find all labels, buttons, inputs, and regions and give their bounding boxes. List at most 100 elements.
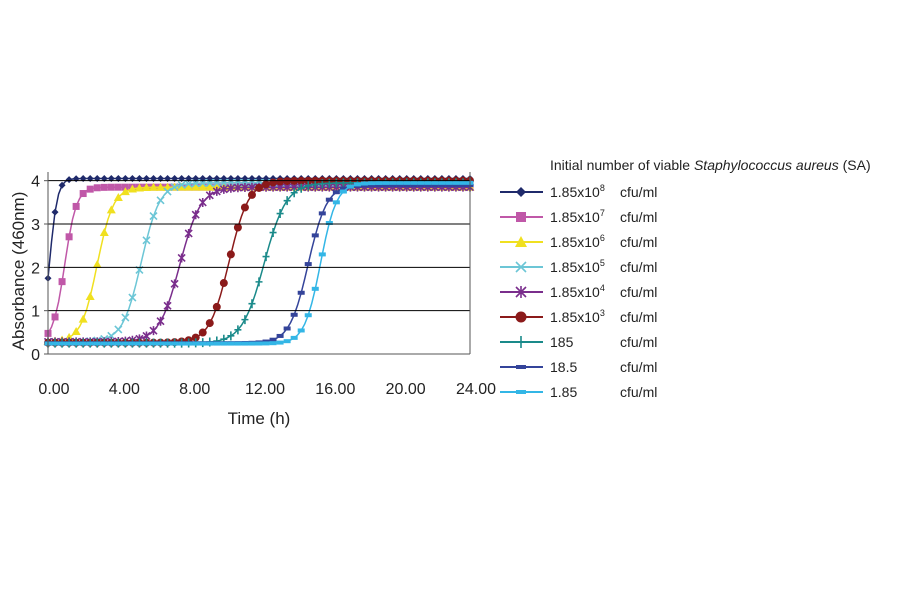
legend-entry-1: 1.85x108 cfu/ml	[500, 183, 657, 200]
legend-unit: cfu/ml	[620, 234, 657, 250]
legend-entry-2: 1.85x107 cfu/ml	[500, 208, 657, 225]
marker-circle	[205, 319, 214, 328]
marker-dash	[516, 390, 526, 394]
marker-square	[93, 184, 101, 192]
marker-dash	[410, 183, 418, 188]
marker-dash	[459, 183, 467, 188]
y-tick-label: 2	[31, 260, 40, 277]
legend-label: 1.85x108	[550, 183, 605, 200]
marker-dash	[199, 341, 207, 346]
marker-star	[163, 301, 172, 311]
marker-dash	[353, 182, 361, 187]
marker-x	[170, 182, 179, 192]
legend-entry-5: 1.85x104 cfu/ml	[500, 283, 657, 300]
legend-label: 1.85x105	[550, 258, 605, 275]
marker-star	[247, 182, 257, 192]
marker-square	[51, 313, 59, 321]
marker-plus	[255, 277, 263, 287]
marker-dash	[403, 180, 411, 185]
marker-dash	[318, 252, 326, 257]
marker-dash	[403, 183, 411, 188]
marker-dash	[368, 181, 376, 186]
marker-circle	[233, 223, 242, 232]
marker-dash	[213, 341, 221, 346]
y-tick-label: 3	[31, 217, 40, 234]
legend-label-base: 1.85x10	[550, 259, 600, 275]
marker-star	[198, 197, 207, 207]
marker-dash	[438, 183, 446, 188]
marker-dash	[424, 180, 432, 185]
marker-triangle	[515, 236, 527, 247]
x-tick-label: 12.00	[245, 381, 285, 398]
marker-dash	[178, 341, 186, 346]
marker-circle	[191, 333, 200, 342]
marker-plus	[304, 181, 312, 191]
x-tick-label: 16.00	[315, 381, 355, 398]
legend-title-italic: Staphylococcus aureus	[694, 157, 839, 173]
legend-entry-4: 1.85x105 cfu/ml	[500, 258, 657, 275]
series-8	[44, 183, 474, 346]
legend-label-base: 1.85x10	[550, 284, 600, 300]
marker-dash	[114, 341, 122, 346]
marker-dash	[431, 180, 439, 185]
x-tick-label: 8.00	[179, 381, 210, 398]
marker-square	[58, 278, 66, 286]
marker-plus	[297, 183, 305, 193]
legend-entry-8: 18.5 cfu/ml	[500, 359, 657, 375]
marker-dash	[382, 183, 390, 188]
marker-dash	[304, 262, 312, 267]
marker-diamond	[516, 187, 526, 197]
marker-triangle	[191, 182, 201, 191]
marker-dash	[157, 341, 165, 346]
marker-dash	[424, 183, 432, 188]
series-5	[43, 182, 475, 347]
marker-dash	[361, 181, 368, 186]
marker-dash	[417, 180, 425, 185]
marker-dash	[220, 341, 228, 346]
marker-dash	[150, 341, 157, 346]
marker-dash	[325, 197, 333, 202]
series-7	[44, 178, 474, 348]
marker-dash	[516, 365, 526, 369]
marker-triangle	[141, 182, 151, 191]
marker-square	[516, 212, 526, 222]
marker-x	[163, 187, 172, 196]
marker-plus	[248, 299, 256, 309]
marker-dash	[311, 286, 319, 291]
marker-dash	[445, 183, 453, 188]
legend-entry-6: 1.85x103 cfu/ml	[500, 308, 657, 325]
marker-plus	[516, 336, 526, 348]
legend-unit: cfu/ml	[620, 259, 657, 275]
legend-label: 1.85x107	[550, 208, 605, 225]
x-tick-label: 0.00	[38, 381, 69, 398]
marker-triangle	[92, 260, 102, 269]
marker-star	[205, 190, 214, 200]
marker-dash	[269, 341, 277, 346]
marker-circle	[515, 311, 527, 323]
marker-dash	[276, 333, 284, 338]
marker-dash	[51, 341, 59, 346]
marker-square	[65, 233, 73, 241]
legend-label-base: 1.85	[550, 384, 577, 400]
marker-triangle	[177, 182, 187, 191]
series-9	[44, 180, 474, 346]
marker-circle	[255, 183, 263, 192]
marker-plus	[262, 252, 270, 262]
marker-x	[128, 293, 137, 302]
marker-star	[170, 279, 179, 289]
marker-plus	[241, 315, 249, 325]
legend-entry-7: 185 cfu/ml	[500, 334, 657, 350]
marker-circle	[219, 279, 228, 288]
marker-circle	[269, 178, 278, 187]
marker-dash	[297, 290, 305, 295]
marker-dash	[185, 341, 193, 346]
marker-triangle	[205, 182, 215, 191]
marker-dash	[375, 183, 383, 188]
marker-dash	[325, 220, 333, 225]
marker-dash	[234, 341, 242, 346]
marker-diamond	[65, 176, 73, 184]
legend-label-base: 1.85x10	[550, 234, 600, 250]
series-3	[43, 182, 475, 346]
marker-triangle	[127, 184, 137, 193]
legend-label-base: 1.85x10	[550, 309, 600, 325]
